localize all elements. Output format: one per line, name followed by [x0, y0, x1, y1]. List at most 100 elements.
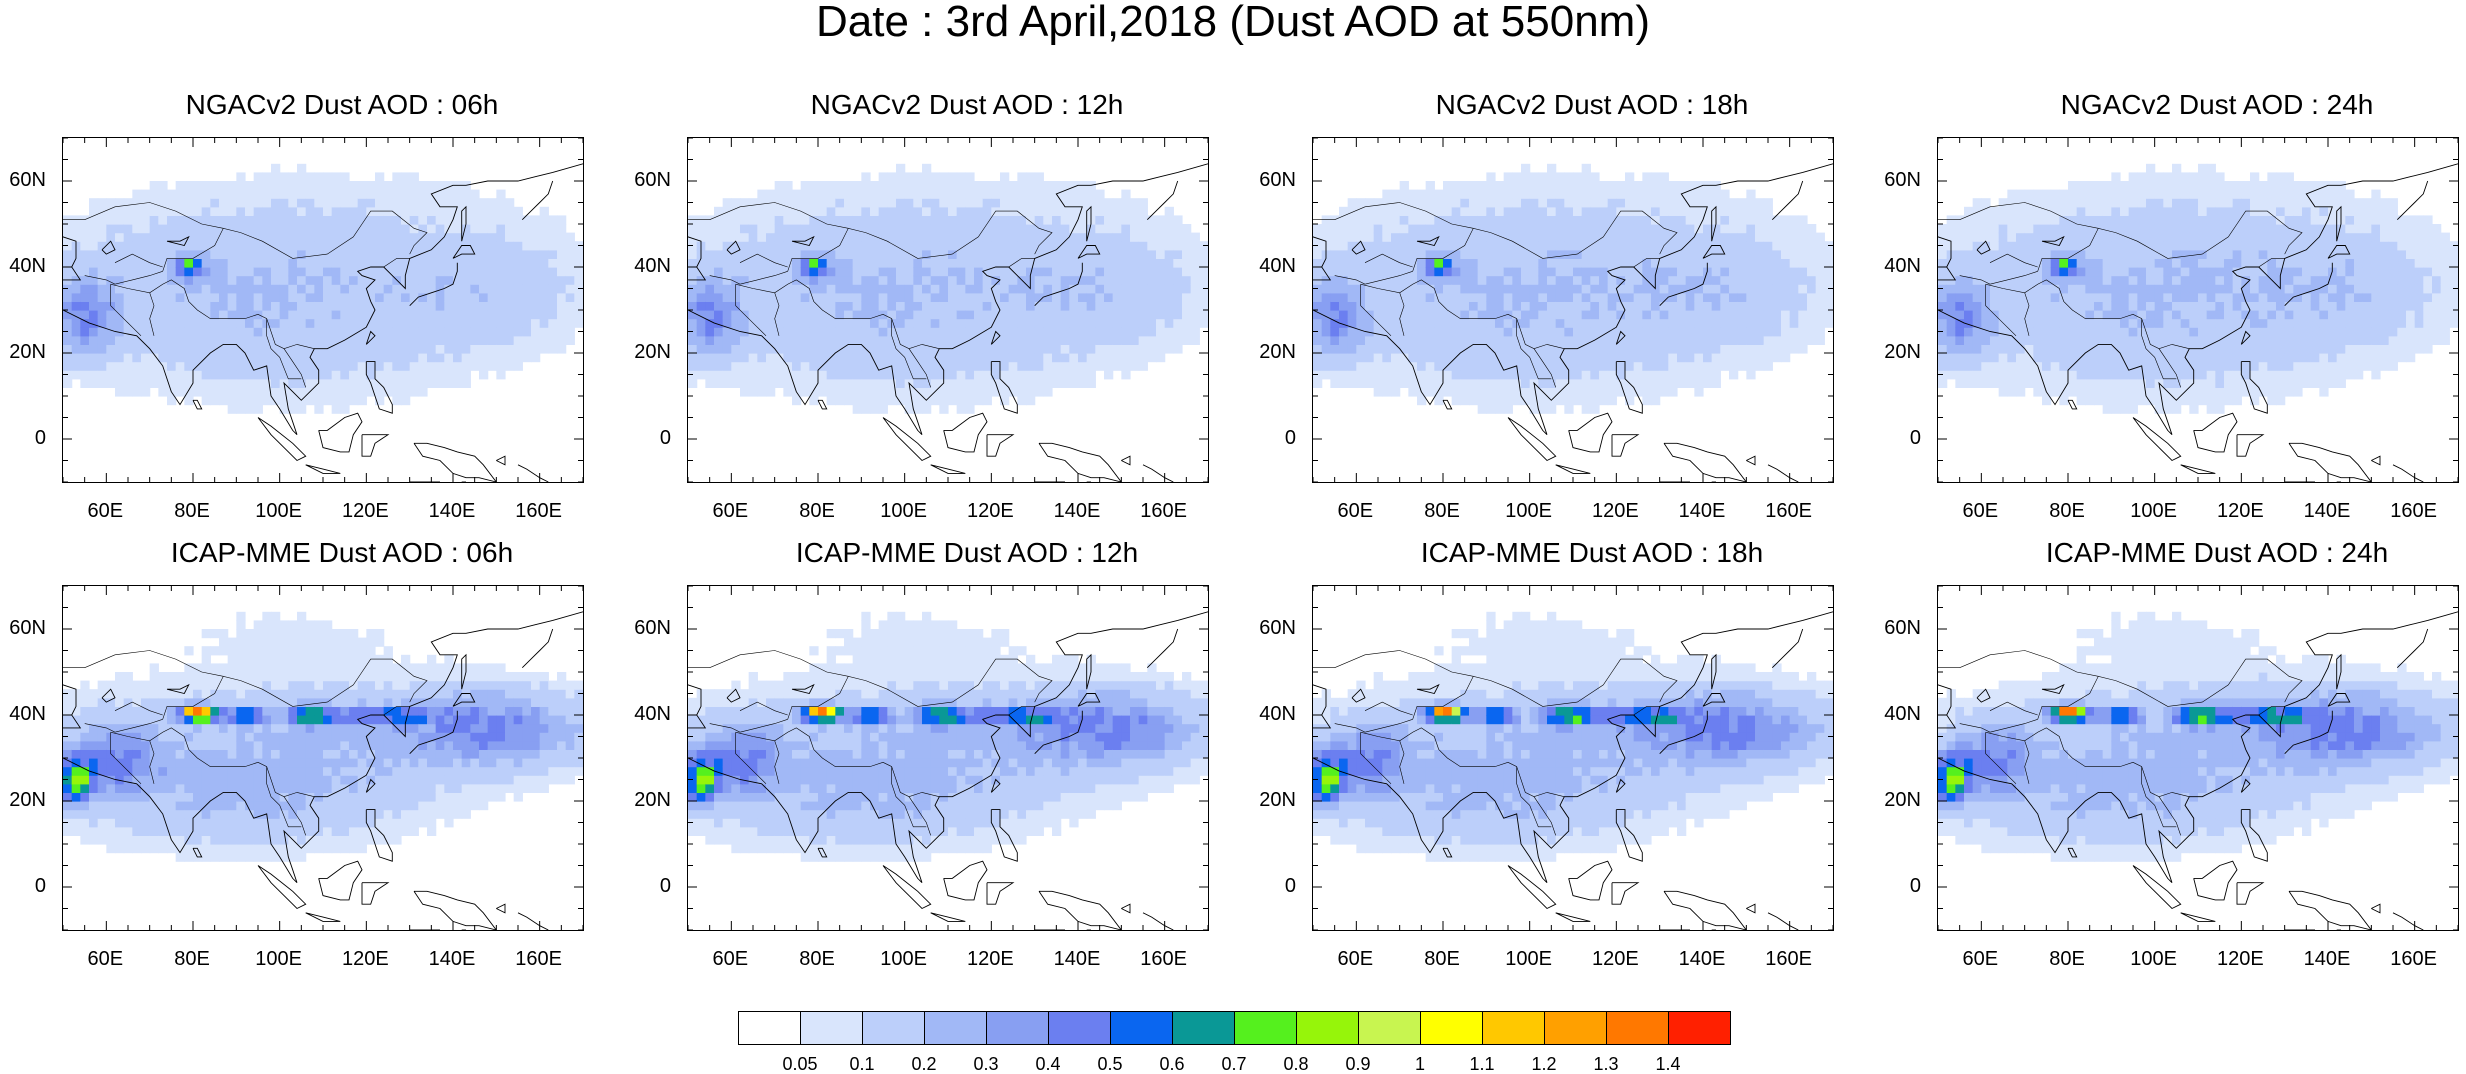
lon-tick-label: 100E [1499, 501, 1559, 521]
lon-tick-label: 120E [1585, 501, 1645, 521]
lon-tick-label: 160E [1759, 501, 1819, 521]
colorbar-label: 1.1 [1452, 1055, 1512, 1073]
colorbar-swatch [738, 1011, 801, 1045]
lon-tick-label: 60E [1950, 949, 2010, 969]
lon-tick-label: 100E [1499, 949, 1559, 969]
map-plot-area [687, 585, 1209, 931]
aod-shading [63, 164, 583, 414]
colorbar-label: 0.2 [894, 1055, 954, 1073]
colorbar-swatch [1296, 1011, 1359, 1045]
aod-shading [1313, 164, 1833, 414]
colorbar-label: 0.8 [1266, 1055, 1326, 1073]
lon-tick-label: 100E [2124, 949, 2184, 969]
lat-tick-label: 0 [1877, 876, 1921, 896]
map-plot-area [1937, 137, 2459, 483]
panel-title: NGACv2 Dust AOD : 18h [1312, 89, 1872, 121]
lat-tick-label: 20N [2, 790, 46, 810]
lon-tick-label: 80E [162, 501, 222, 521]
dust-aod-map [688, 138, 1208, 482]
colorbar-swatch [1668, 1011, 1731, 1045]
lon-tick-label: 160E [1759, 949, 1819, 969]
map-plot-area [687, 137, 1209, 483]
lon-tick-label: 80E [162, 949, 222, 969]
lon-tick-label: 100E [249, 949, 309, 969]
colorbar-label: 1.3 [1576, 1055, 1636, 1073]
colorbar-swatch [1358, 1011, 1421, 1045]
lat-tick-label: 40N [627, 256, 671, 276]
lon-tick-label: 120E [960, 501, 1020, 521]
dust-aod-map [688, 586, 1208, 930]
aod-shading [688, 612, 1208, 862]
map-plot-area [62, 137, 584, 483]
colorbar-swatch [1110, 1011, 1173, 1045]
colorbar-label: 0.3 [956, 1055, 1016, 1073]
lon-tick-label: 140E [422, 949, 482, 969]
lon-tick-label: 160E [509, 949, 569, 969]
lon-tick-label: 120E [1585, 949, 1645, 969]
lat-tick-label: 0 [1252, 876, 1296, 896]
colorbar-label: 0.7 [1204, 1055, 1264, 1073]
aod-shading [1938, 612, 2458, 862]
lon-tick-label: 80E [1412, 949, 1472, 969]
lon-tick-label: 120E [2210, 949, 2270, 969]
colorbar-swatch [862, 1011, 925, 1045]
lat-tick-label: 0 [2, 876, 46, 896]
colorbar-swatch [1420, 1011, 1483, 1045]
lon-tick-label: 60E [1950, 501, 2010, 521]
lon-tick-label: 80E [1412, 501, 1472, 521]
colorbar-swatch [986, 1011, 1049, 1045]
aod-shading [688, 164, 1208, 414]
aod-shading [63, 612, 583, 862]
panel-title: NGACv2 Dust AOD : 24h [1937, 89, 2466, 121]
colorbar-swatch [1606, 1011, 1669, 1045]
panel-title: NGACv2 Dust AOD : 12h [687, 89, 1247, 121]
lon-tick-label: 100E [249, 501, 309, 521]
map-plot-area [62, 585, 584, 931]
panel-title: ICAP-MME Dust AOD : 06h [62, 537, 622, 569]
lat-tick-label: 60N [1252, 618, 1296, 638]
lon-tick-label: 140E [2297, 501, 2357, 521]
colorbar-swatch [1482, 1011, 1545, 1045]
lon-tick-label: 140E [422, 501, 482, 521]
lat-tick-label: 60N [1252, 170, 1296, 190]
lat-tick-label: 60N [2, 170, 46, 190]
lon-tick-label: 80E [2037, 501, 2097, 521]
lat-tick-label: 0 [1877, 428, 1921, 448]
lat-tick-label: 60N [1877, 618, 1921, 638]
lat-tick-label: 40N [2, 704, 46, 724]
lon-tick-label: 80E [787, 949, 847, 969]
lon-tick-label: 100E [2124, 501, 2184, 521]
lat-tick-label: 20N [1252, 342, 1296, 362]
lat-tick-label: 40N [1252, 704, 1296, 724]
lat-tick-label: 60N [1877, 170, 1921, 190]
lon-tick-label: 100E [874, 501, 934, 521]
figure-title: Date : 3rd April,2018 (Dust AOD at 550nm… [0, 0, 2466, 44]
colorbar-swatch [924, 1011, 987, 1045]
colorbar-label: 1.4 [1638, 1055, 1698, 1073]
lon-tick-label: 160E [1134, 501, 1194, 521]
lon-tick-label: 120E [2210, 501, 2270, 521]
panel-title: ICAP-MME Dust AOD : 12h [687, 537, 1247, 569]
lat-tick-label: 0 [2, 428, 46, 448]
dust-aod-map [63, 586, 583, 930]
lon-tick-label: 60E [75, 501, 135, 521]
lat-tick-label: 40N [2, 256, 46, 276]
lon-tick-label: 60E [700, 501, 760, 521]
lon-tick-label: 160E [509, 501, 569, 521]
lat-tick-label: 0 [627, 876, 671, 896]
colorbar-swatch [1172, 1011, 1235, 1045]
colorbar-label: 0.05 [770, 1055, 830, 1073]
lat-tick-label: 20N [1877, 790, 1921, 810]
lat-tick-label: 40N [1877, 256, 1921, 276]
colorbar-label: 0.4 [1018, 1055, 1078, 1073]
map-plot-area [1312, 137, 1834, 483]
lon-tick-label: 60E [1325, 949, 1385, 969]
lon-tick-label: 140E [1047, 949, 1107, 969]
lon-tick-label: 80E [2037, 949, 2097, 969]
lat-tick-label: 40N [627, 704, 671, 724]
panel-title: ICAP-MME Dust AOD : 18h [1312, 537, 1872, 569]
dust-aod-map [1313, 586, 1833, 930]
colorbar-label: 0.1 [832, 1055, 892, 1073]
